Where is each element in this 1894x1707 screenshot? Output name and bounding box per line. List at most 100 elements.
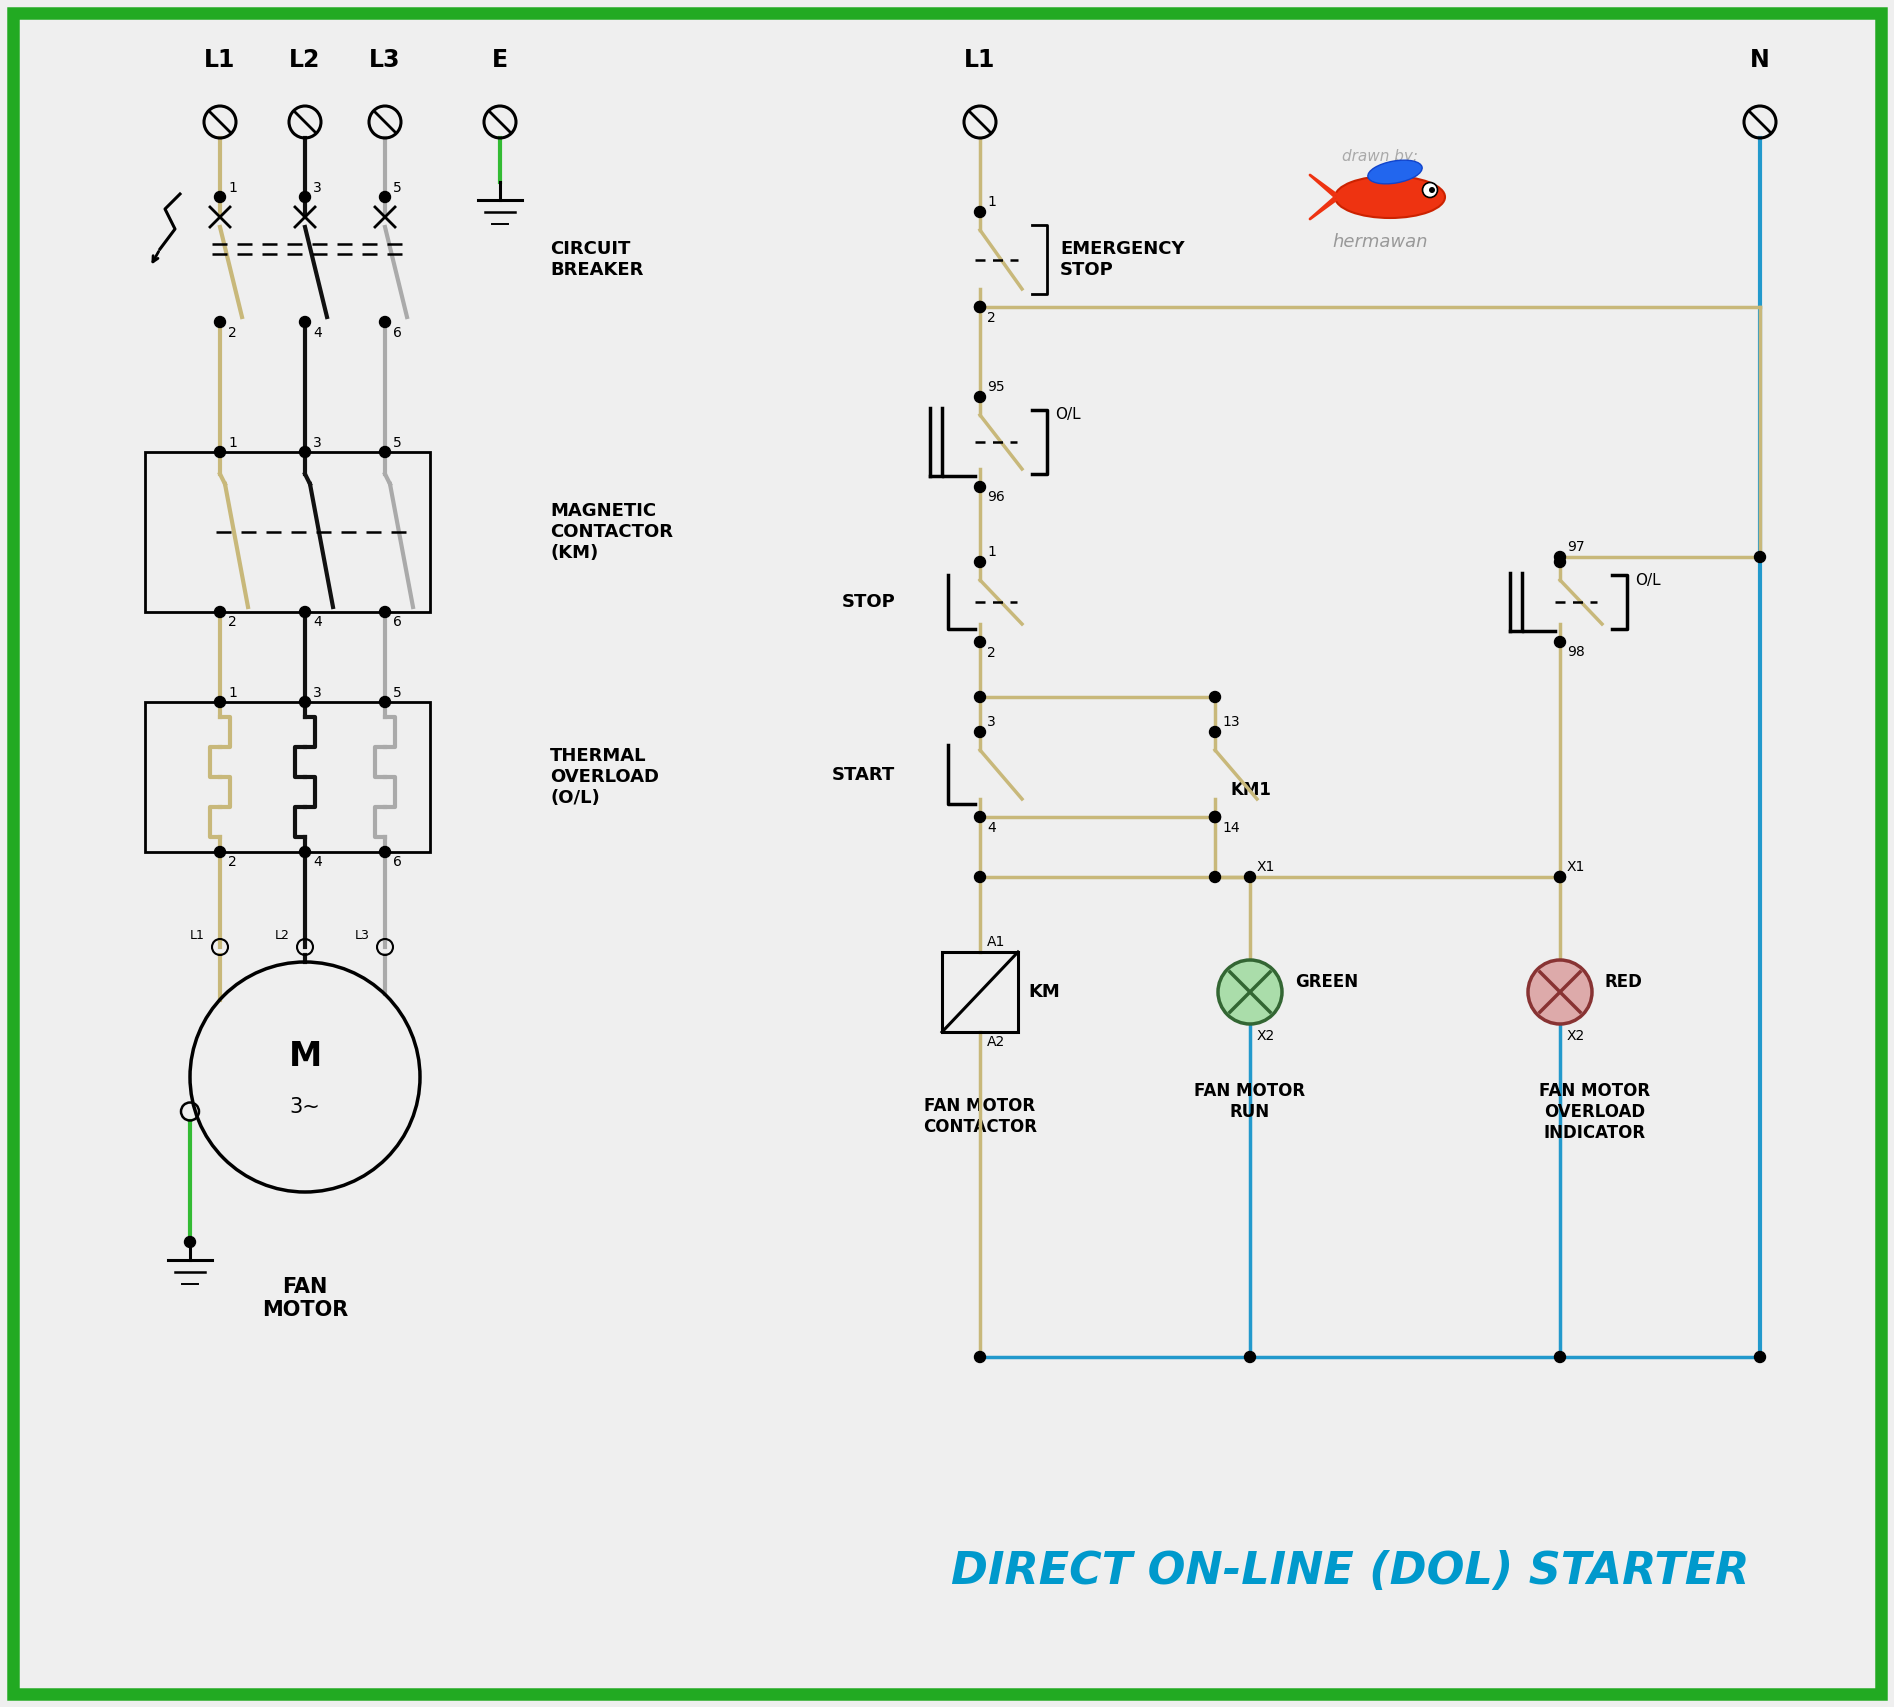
Text: 2: 2 — [227, 326, 237, 340]
Text: A2: A2 — [987, 1034, 1006, 1050]
Text: 1: 1 — [987, 195, 996, 208]
Text: 4: 4 — [313, 855, 322, 869]
Text: N: N — [1750, 48, 1769, 72]
Text: 1: 1 — [227, 686, 237, 700]
Text: 98: 98 — [1566, 645, 1585, 659]
Text: GREEN: GREEN — [1295, 973, 1358, 992]
Text: L3: L3 — [356, 929, 369, 942]
Circle shape — [1210, 811, 1220, 823]
Ellipse shape — [1335, 176, 1445, 218]
Text: 95: 95 — [987, 381, 1004, 394]
Text: 6: 6 — [392, 615, 402, 628]
Circle shape — [975, 691, 985, 703]
Circle shape — [214, 316, 225, 328]
Text: L1: L1 — [189, 929, 205, 942]
Text: X2: X2 — [1566, 1029, 1585, 1043]
Circle shape — [299, 316, 311, 328]
Circle shape — [299, 847, 311, 857]
Text: KM: KM — [1028, 983, 1061, 1000]
Text: 4: 4 — [987, 821, 996, 835]
Text: 14: 14 — [1222, 821, 1241, 835]
Circle shape — [214, 606, 225, 618]
Bar — [941, 953, 1017, 1033]
Text: 3~: 3~ — [290, 1098, 320, 1116]
Text: MAGNETIC
CONTACTOR
(KM): MAGNETIC CONTACTOR (KM) — [549, 502, 672, 562]
Text: 5: 5 — [392, 181, 402, 195]
Text: 2: 2 — [227, 855, 237, 869]
Text: 1: 1 — [987, 545, 996, 558]
Circle shape — [1555, 872, 1566, 883]
Text: STOP: STOP — [841, 592, 896, 611]
Text: L1: L1 — [205, 48, 235, 72]
Text: FAN MOTOR
OVERLOAD
INDICATOR: FAN MOTOR OVERLOAD INDICATOR — [1540, 1082, 1650, 1142]
Ellipse shape — [1367, 160, 1422, 184]
Text: 3: 3 — [987, 715, 996, 729]
Circle shape — [975, 481, 985, 493]
Circle shape — [1210, 872, 1220, 883]
Circle shape — [1428, 188, 1436, 193]
Circle shape — [975, 302, 985, 312]
Text: O/L: O/L — [1055, 408, 1081, 423]
Text: M: M — [288, 1041, 322, 1074]
Text: 1: 1 — [227, 435, 237, 451]
Text: X1: X1 — [1258, 860, 1275, 874]
Circle shape — [379, 696, 390, 707]
Circle shape — [975, 637, 985, 647]
Circle shape — [1244, 1352, 1256, 1362]
Text: 3: 3 — [313, 435, 322, 451]
Circle shape — [1754, 551, 1765, 563]
Text: 1: 1 — [227, 181, 237, 195]
Text: 2: 2 — [227, 615, 237, 628]
Text: START: START — [831, 765, 896, 784]
Bar — [146, 702, 430, 852]
Text: E: E — [492, 48, 508, 72]
Text: drawn by:: drawn by: — [1343, 150, 1419, 164]
Text: KM1: KM1 — [1229, 780, 1271, 799]
Circle shape — [1555, 556, 1566, 567]
FancyBboxPatch shape — [13, 14, 1881, 1693]
Circle shape — [1218, 959, 1282, 1024]
Text: L2: L2 — [275, 929, 290, 942]
Text: 97: 97 — [1566, 539, 1585, 555]
Text: 96: 96 — [987, 490, 1004, 504]
Circle shape — [379, 191, 390, 203]
Circle shape — [214, 847, 225, 857]
Circle shape — [975, 811, 985, 823]
Text: THERMAL
OVERLOAD
(O/L): THERMAL OVERLOAD (O/L) — [549, 748, 659, 807]
Circle shape — [1754, 1352, 1765, 1362]
Text: 6: 6 — [392, 326, 402, 340]
Text: X1: X1 — [1566, 860, 1585, 874]
Circle shape — [214, 191, 225, 203]
Circle shape — [379, 316, 390, 328]
Circle shape — [214, 447, 225, 457]
Text: X2: X2 — [1258, 1029, 1275, 1043]
Bar — [146, 452, 430, 613]
Circle shape — [1555, 551, 1566, 563]
Circle shape — [299, 191, 311, 203]
Circle shape — [299, 696, 311, 707]
Circle shape — [1210, 811, 1220, 823]
Circle shape — [975, 391, 985, 403]
Circle shape — [299, 447, 311, 457]
Circle shape — [1528, 959, 1593, 1024]
Circle shape — [1244, 872, 1256, 883]
Text: FAN MOTOR
CONTACTOR: FAN MOTOR CONTACTOR — [922, 1098, 1038, 1135]
Text: 3: 3 — [313, 181, 322, 195]
Text: 4: 4 — [313, 326, 322, 340]
Text: RED: RED — [1604, 973, 1642, 992]
Circle shape — [975, 556, 985, 567]
Circle shape — [975, 1352, 985, 1362]
Text: A1: A1 — [987, 935, 1006, 949]
Circle shape — [1210, 727, 1220, 737]
Text: 5: 5 — [392, 435, 402, 451]
Circle shape — [379, 847, 390, 857]
Text: FAN MOTOR
RUN: FAN MOTOR RUN — [1195, 1082, 1305, 1121]
Circle shape — [379, 606, 390, 618]
Text: FAN
MOTOR: FAN MOTOR — [261, 1277, 348, 1320]
Circle shape — [379, 447, 390, 457]
Circle shape — [975, 727, 985, 737]
Circle shape — [1422, 183, 1438, 198]
Text: DIRECT ON-LINE (DOL) STARTER: DIRECT ON-LINE (DOL) STARTER — [951, 1550, 1750, 1594]
Text: 13: 13 — [1222, 715, 1241, 729]
Text: L3: L3 — [369, 48, 402, 72]
